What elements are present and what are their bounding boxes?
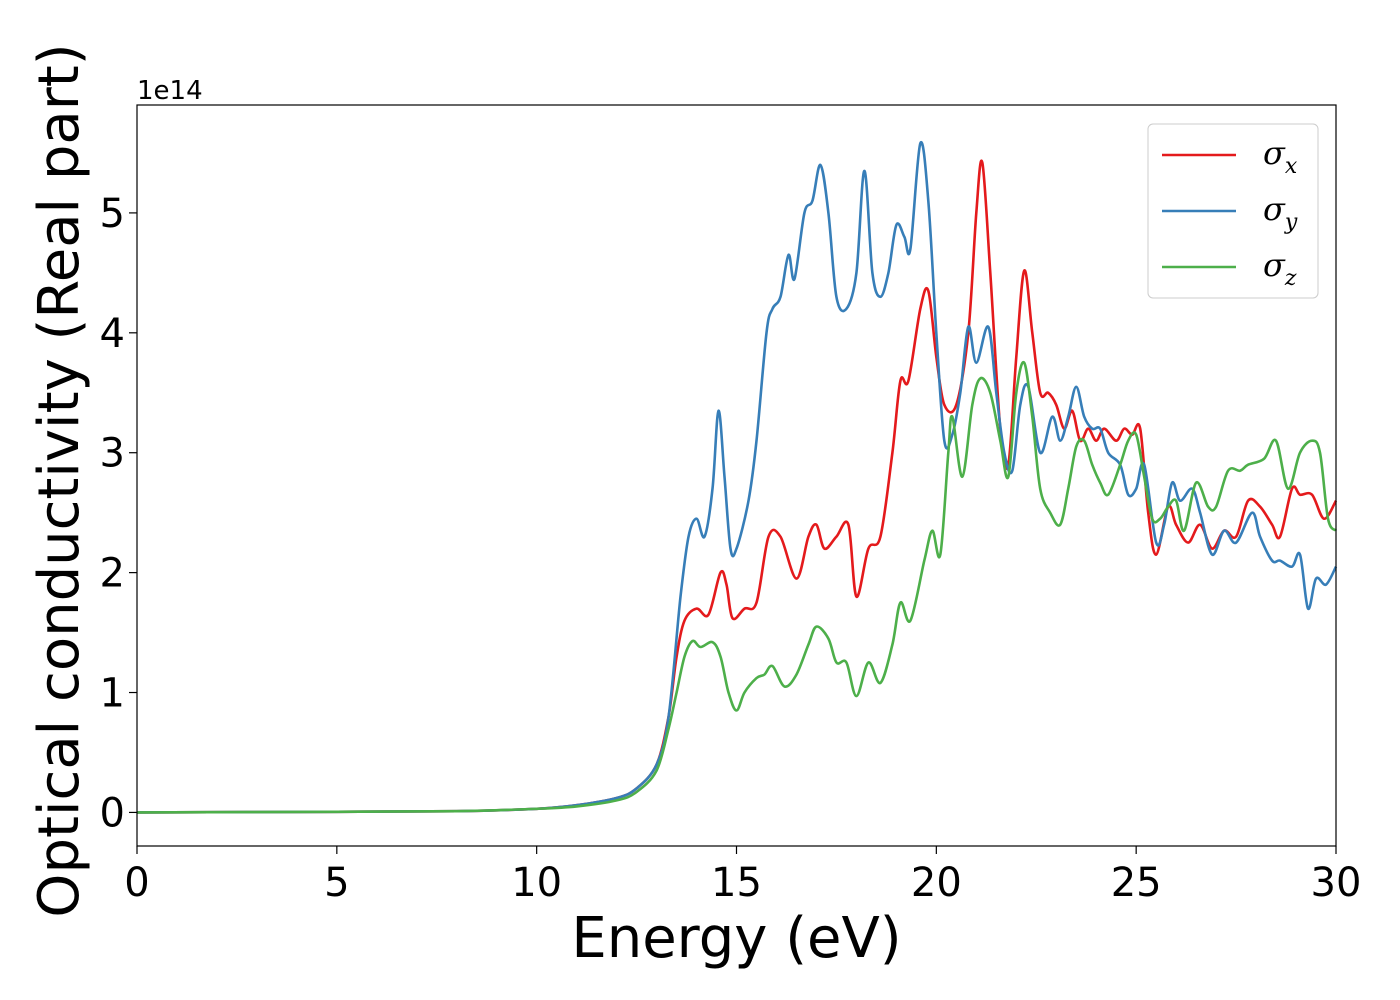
x-tick-label: 10: [511, 860, 562, 906]
series-line-x: [136, 159, 1338, 814]
x-tick-label: 15: [711, 860, 762, 906]
y-tick-label: 5: [100, 191, 125, 237]
x-tick-label: 25: [1111, 860, 1162, 906]
y-tick-label: 2: [100, 551, 125, 597]
x-tick-label: 20: [911, 860, 962, 906]
y-axis-offset-label: 1e14: [137, 76, 203, 106]
legend: σx σy σz: [1147, 123, 1319, 299]
x-tick-label: 0: [124, 860, 149, 906]
y-tick-label: 1: [100, 671, 125, 717]
y-tick-label: 0: [100, 790, 125, 836]
y-tick-label: 3: [100, 431, 125, 477]
y-tick-label: 4: [100, 311, 125, 357]
x-tick-label: 5: [324, 860, 349, 906]
legend-label-z: σz: [1263, 246, 1297, 291]
x-axis-title: Energy (eV): [571, 906, 901, 971]
x-tick-label: 30: [1311, 860, 1362, 906]
series-line-z: [136, 360, 1338, 814]
series-line-y: [136, 140, 1338, 814]
legend-label-x: σx: [1263, 134, 1298, 179]
plot-lines: [136, 140, 1338, 814]
x-axis-ticks: 0 5 10 15 20 25 30: [124, 846, 1361, 906]
legend-label-y: σy: [1263, 190, 1298, 235]
y-axis-title: Optical conductivity (Real part): [27, 43, 92, 917]
y-axis-ticks: 0 1 2 3 4 5: [100, 191, 137, 836]
